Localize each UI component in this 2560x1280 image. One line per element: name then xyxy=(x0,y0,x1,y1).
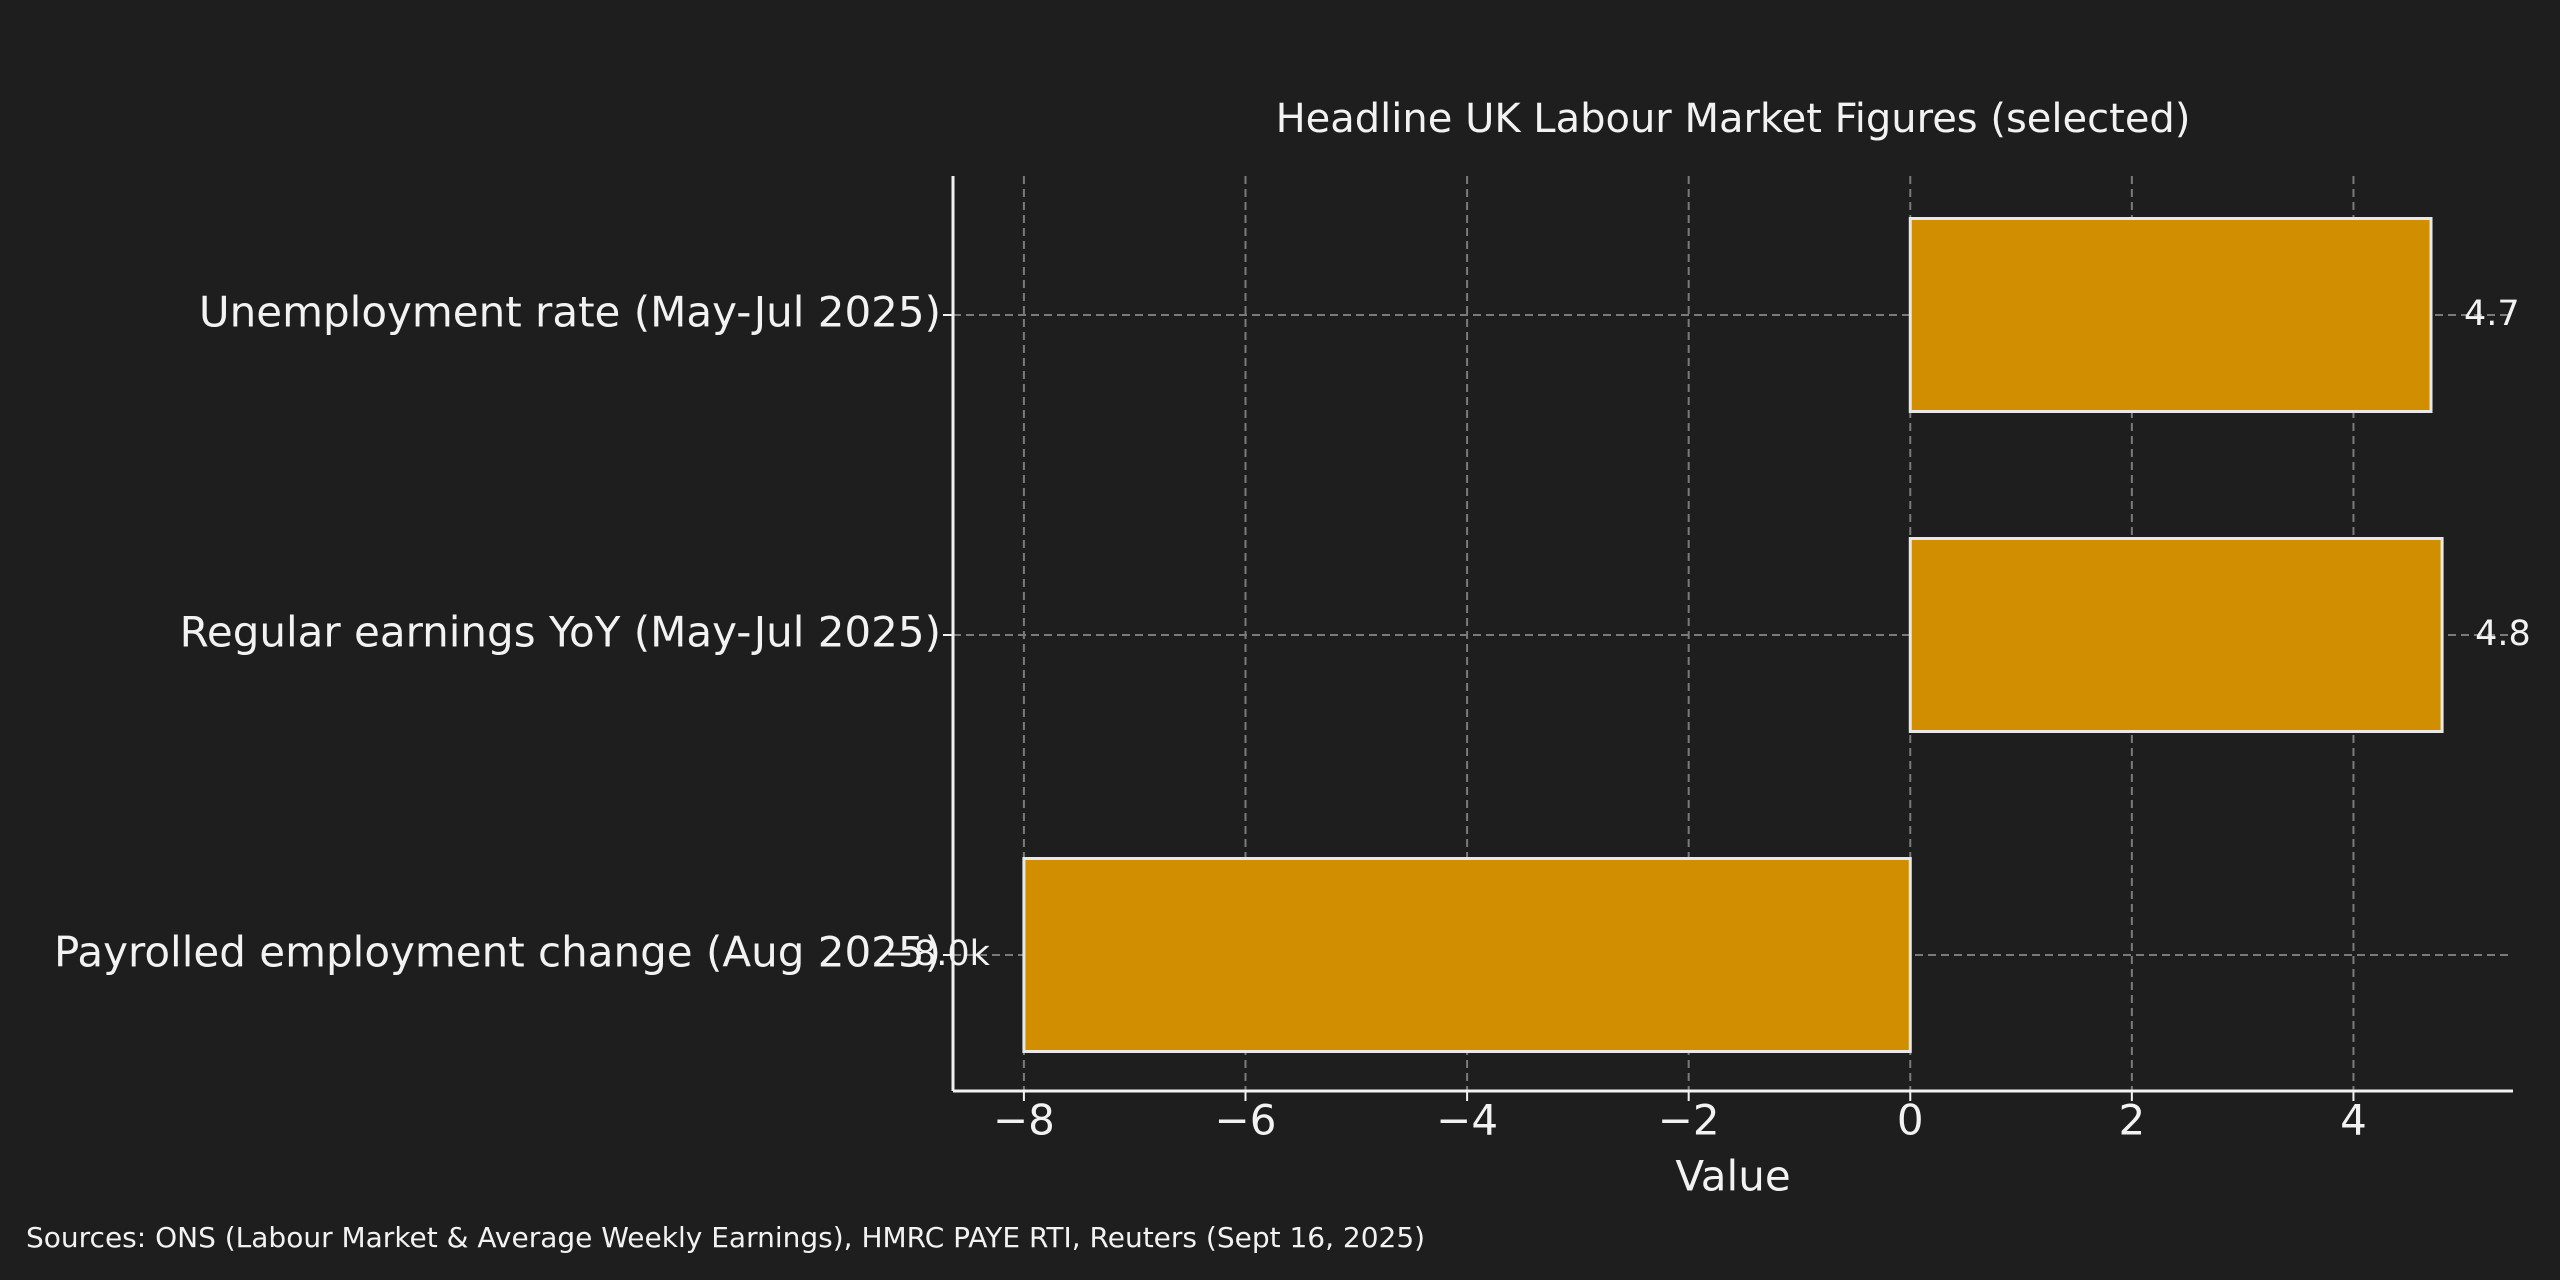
x-tick-label: −6 xyxy=(1215,1096,1277,1145)
x-tick-label: −2 xyxy=(1658,1096,1720,1145)
x-tick-label: −8 xyxy=(993,1096,1055,1145)
bar xyxy=(1022,857,1912,1053)
x-tick-label: −4 xyxy=(1436,1096,1498,1145)
chart-title: Headline UK Labour Market Figures (selec… xyxy=(1276,96,2191,142)
value-label: 4.8 xyxy=(2475,614,2531,654)
bar xyxy=(1908,537,2444,733)
y-tick-label: Regular earnings YoY (May-Jul 2025) xyxy=(180,608,941,657)
x-axis-label: Value xyxy=(1675,1152,1790,1201)
x-tick-label: 2 xyxy=(2118,1096,2145,1145)
x-tick-label: 4 xyxy=(2340,1096,2367,1145)
y-tick-label: Unemployment rate (May-Jul 2025) xyxy=(199,288,941,337)
value-label: −8.0k xyxy=(885,934,991,974)
source-note: Sources: ONS (Labour Market & Average We… xyxy=(26,1221,1425,1254)
x-tick-label: 0 xyxy=(1897,1096,1924,1145)
y-tick-label: Payrolled employment change (Aug 2025) xyxy=(54,928,941,977)
bar xyxy=(1908,217,2433,413)
value-label: 4.7 xyxy=(2464,294,2520,334)
